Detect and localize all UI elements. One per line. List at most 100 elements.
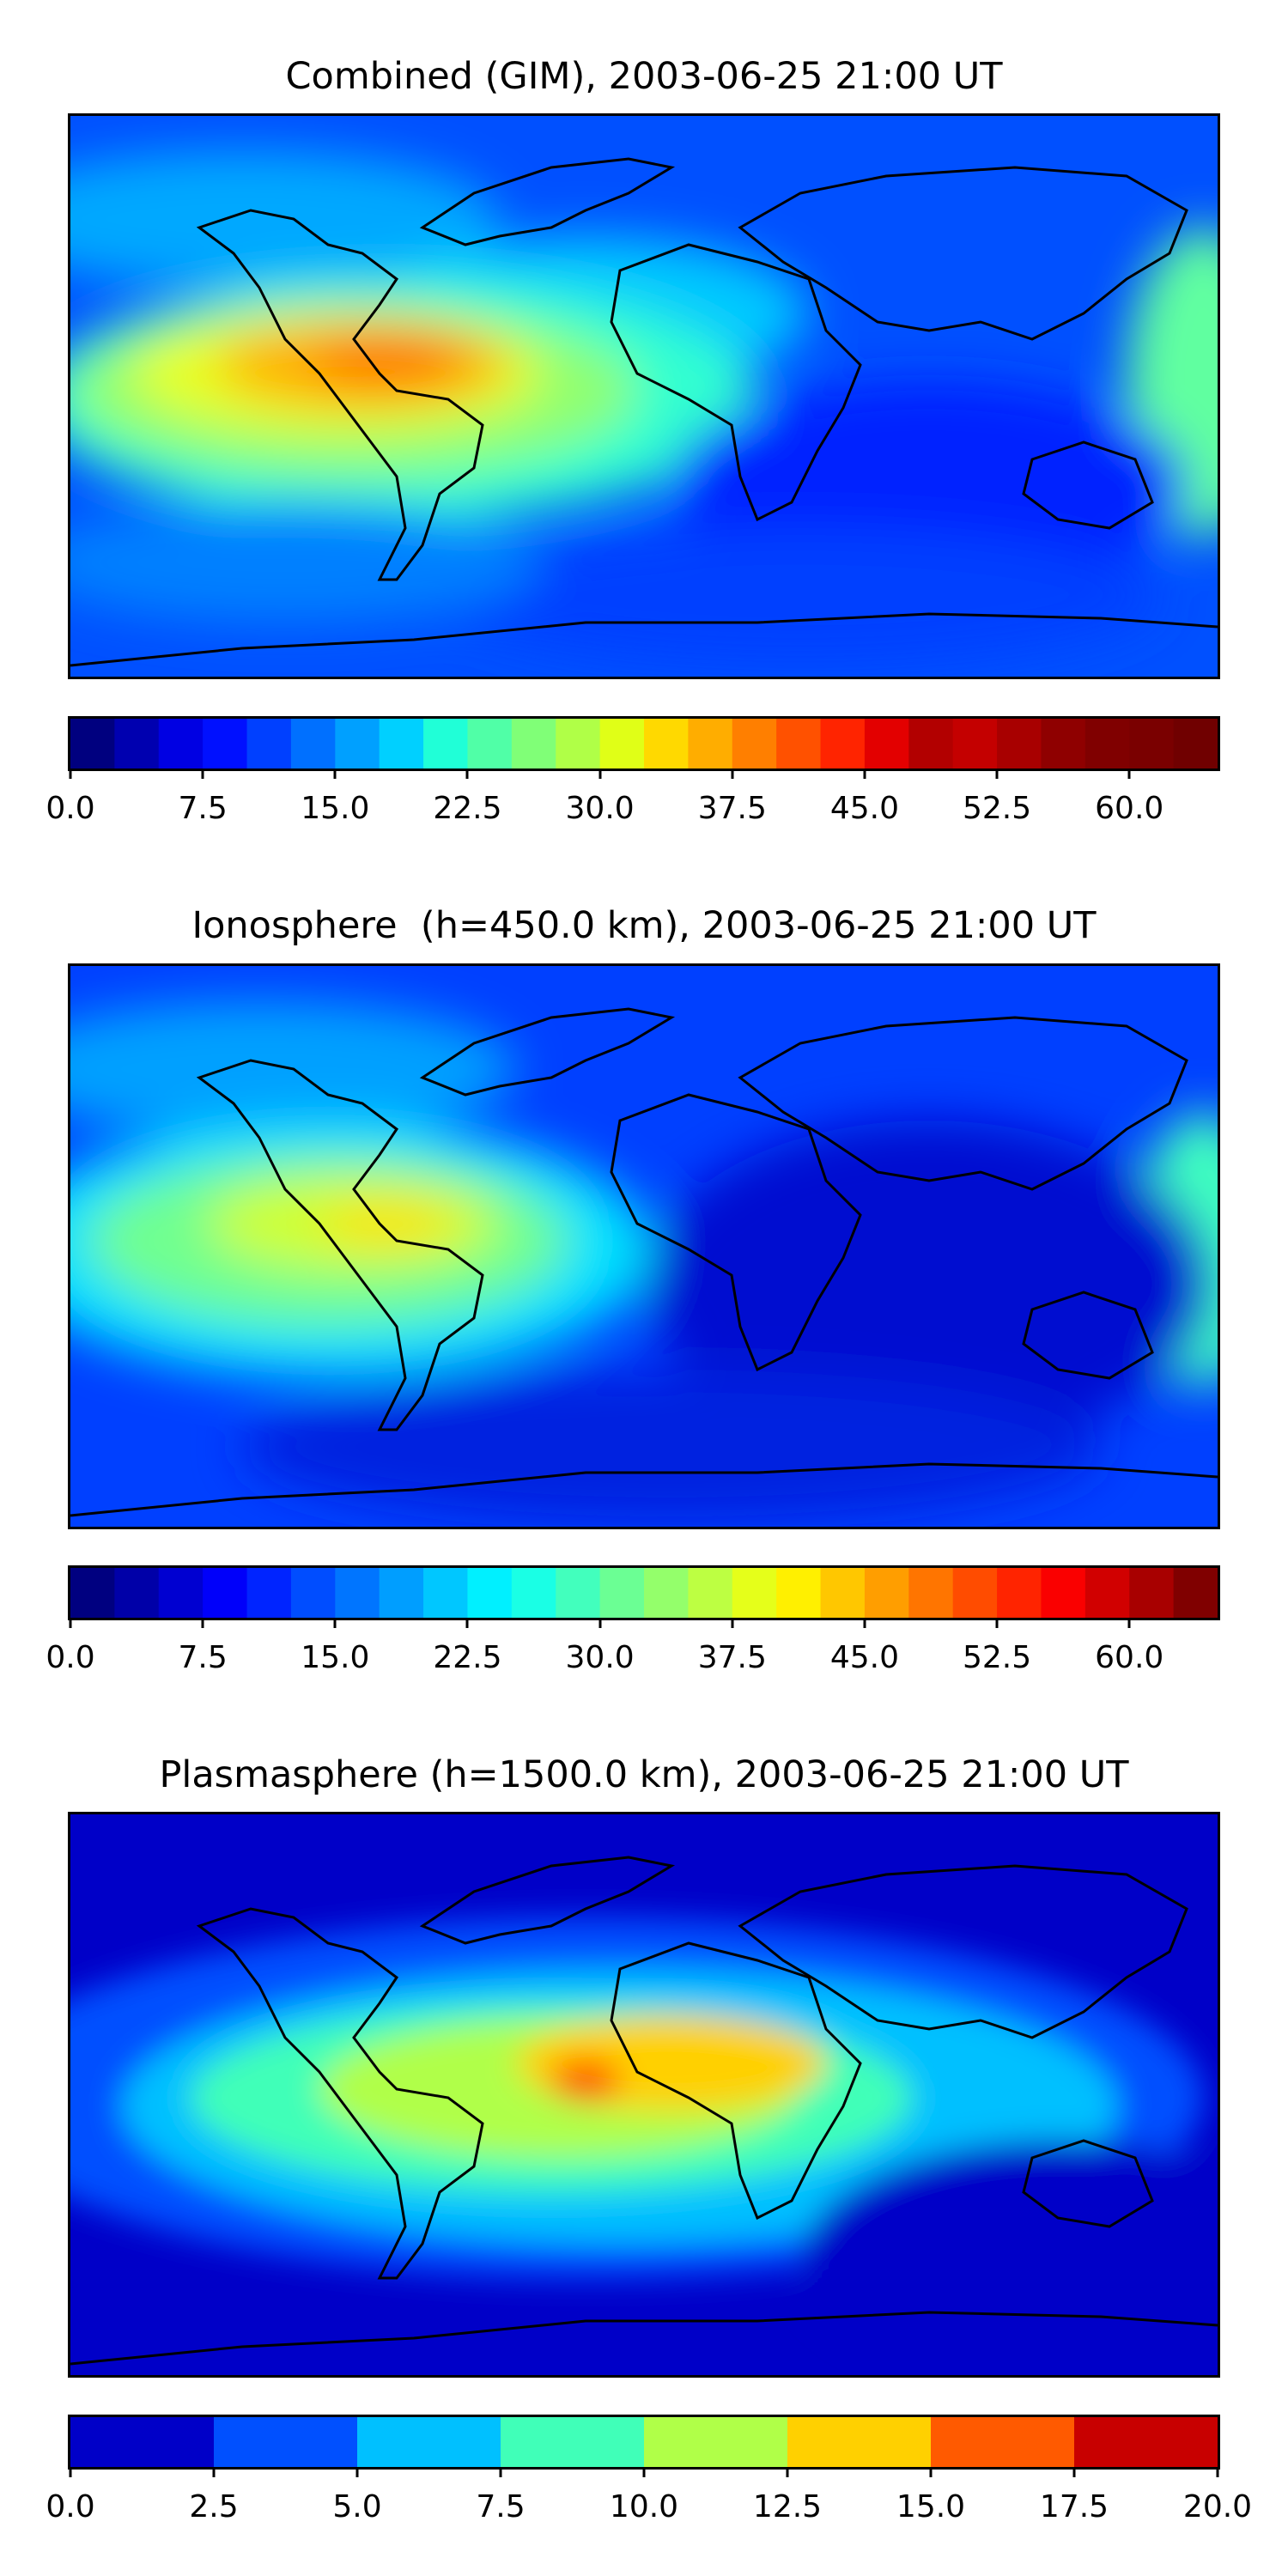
- colorbar-tick-label: 37.5: [697, 1640, 767, 1675]
- colorbar-tick-label: 12.5: [752, 2489, 823, 2524]
- colorbar-segment: [556, 1568, 601, 1618]
- colorbar-tick-mark: [69, 2467, 72, 2477]
- colorbar-segment: [246, 1568, 292, 1618]
- colorbar-segment: [1041, 719, 1086, 769]
- colorbar-tick-label: 7.5: [476, 2489, 526, 2524]
- colorbar-segment: [501, 2417, 645, 2467]
- colorbar-segment: [644, 2417, 788, 2467]
- map-plasmasphere: [68, 1812, 1220, 2378]
- colorbar-segment: [864, 719, 909, 769]
- colorbar-segment: [776, 719, 822, 769]
- colorbar-segment: [246, 719, 292, 769]
- colorbar-ticks-ionosphere: 0.0 7.5 15.0 22.5 30.0 37.5 45.0 52.5 60.0: [46, 1618, 1220, 1675]
- map-ionosphere: [68, 963, 1220, 1529]
- colorbar-tick-label: 20.0: [1182, 2489, 1253, 2524]
- colorbar-segment: [423, 719, 469, 769]
- colorbar-segment: [787, 2417, 932, 2467]
- colorbar-tick-mark: [642, 2467, 646, 2477]
- colorbar-tick-label: 15.0: [301, 791, 370, 826]
- colorbar-tick-label: 0.0: [46, 2489, 95, 2524]
- colorbar-segment: [732, 1568, 777, 1618]
- colorbar-tick-label: 22.5: [433, 1640, 502, 1675]
- colorbar-tick-label: 60.0: [1095, 1640, 1164, 1675]
- colorbar-tick-label: 5.0: [332, 2489, 382, 2524]
- colorbar-segment: [1084, 719, 1130, 769]
- colorbar-tick-mark: [465, 769, 469, 779]
- colorbar-segment: [997, 719, 1042, 769]
- colorbar-segment: [203, 719, 248, 769]
- colorbar-tick-label: 7.5: [178, 1640, 228, 1675]
- colorbar-segment: [1129, 719, 1175, 769]
- colorbar-segment: [644, 1568, 689, 1618]
- colorbar-segment: [688, 1568, 733, 1618]
- colorbar-tick-mark: [731, 1618, 734, 1628]
- colorbar-segment: [952, 719, 998, 769]
- colorbar-segment: [70, 1568, 115, 1618]
- colorbar-tick-mark: [465, 1618, 469, 1628]
- colorbar-tick-mark: [863, 769, 866, 779]
- colorbar-segment: [467, 1568, 513, 1618]
- colorbar-segment: [908, 1568, 954, 1618]
- colorbar-segment: [158, 1568, 204, 1618]
- colorbar-segment: [357, 2417, 501, 2467]
- colorbar-tick-mark: [1216, 2467, 1219, 2477]
- colorbar-tick-label: 10.0: [609, 2489, 679, 2524]
- colorbar-tick-mark: [786, 2467, 789, 2477]
- colorbar-segment: [688, 719, 733, 769]
- colorbar-tick-label: 45.0: [829, 1640, 899, 1675]
- colorbar-segment: [931, 2417, 1075, 2467]
- colorbar-segment: [599, 719, 645, 769]
- colorbar-tick-mark: [995, 1618, 999, 1628]
- panel-title-plasmasphere: Plasmasphere (h=1500.0 km), 2003-06-25 2…: [159, 1753, 1129, 1796]
- colorbar-tick-label: 22.5: [433, 791, 502, 826]
- colorbar-combined: [68, 716, 1220, 771]
- colorbar-segment: [820, 1568, 866, 1618]
- colorbar-segment: [1084, 1568, 1130, 1618]
- coastlines: [70, 1007, 1218, 1517]
- colorbar-tick-mark: [598, 1618, 602, 1628]
- colorbar-segment: [511, 1568, 556, 1618]
- colorbar-tick-mark: [1072, 2467, 1076, 2477]
- colorbar-ionosphere: [68, 1565, 1220, 1620]
- colorbar-tick-label: 45.0: [829, 791, 899, 826]
- colorbar-ticks-combined: 0.0 7.5 15.0 22.5 30.0 37.5 45.0 52.5 60.0: [46, 769, 1220, 826]
- colorbar-segment: [467, 719, 513, 769]
- colorbar-tick-mark: [201, 769, 204, 779]
- colorbar-segment: [70, 2417, 215, 2467]
- colorbar-tick-mark: [1127, 1618, 1131, 1628]
- colorbar-segment: [203, 1568, 248, 1618]
- coastlines: [70, 1856, 1218, 2366]
- colorbar-segment: [1173, 1568, 1218, 1618]
- colorbar-tick-label: 30.0: [565, 791, 635, 826]
- colorbar-segment: [820, 719, 866, 769]
- colorbar-tick-mark: [598, 769, 602, 779]
- colorbar-segment: [114, 1568, 160, 1618]
- colorbar-tick-mark: [69, 1618, 72, 1628]
- colorbar-segment: [114, 719, 160, 769]
- colorbar-tick-label: 15.0: [896, 2489, 966, 2524]
- colorbar-segment: [908, 719, 954, 769]
- colorbar-tick-label: 2.5: [189, 2489, 239, 2524]
- colorbar-tick-label: 0.0: [46, 1640, 95, 1675]
- colorbar-segment: [423, 1568, 469, 1618]
- colorbar-tick-mark: [731, 769, 734, 779]
- colorbar-segment: [335, 719, 380, 769]
- colorbar-segment: [379, 1568, 424, 1618]
- colorbar-segment: [997, 1568, 1042, 1618]
- colorbar-segment: [599, 1568, 645, 1618]
- colorbar-tick-mark: [355, 2467, 359, 2477]
- colorbar-ticks-plasmasphere: 0.0 2.5 5.0 7.5 10.0 12.5 15.0 17.5 20.0: [46, 2467, 1252, 2524]
- colorbar-tick-label: 60.0: [1095, 791, 1164, 826]
- colorbar-tick-mark: [499, 2467, 502, 2477]
- colorbar-segment: [379, 719, 424, 769]
- colorbar-tick-label: 30.0: [565, 1640, 635, 1675]
- colorbar-tick-mark: [1127, 769, 1131, 779]
- panel-title-combined: Combined (GIM), 2003-06-25 21:00 UT: [285, 55, 1003, 98]
- colorbar-tick-mark: [69, 769, 72, 779]
- colorbar-segment: [1129, 1568, 1175, 1618]
- colorbar-segment: [290, 1568, 336, 1618]
- colorbar-tick-label: 52.5: [962, 791, 1032, 826]
- colorbar-segment: [1173, 719, 1218, 769]
- colorbar-segment: [158, 719, 204, 769]
- colorbar-tick-label: 7.5: [178, 791, 228, 826]
